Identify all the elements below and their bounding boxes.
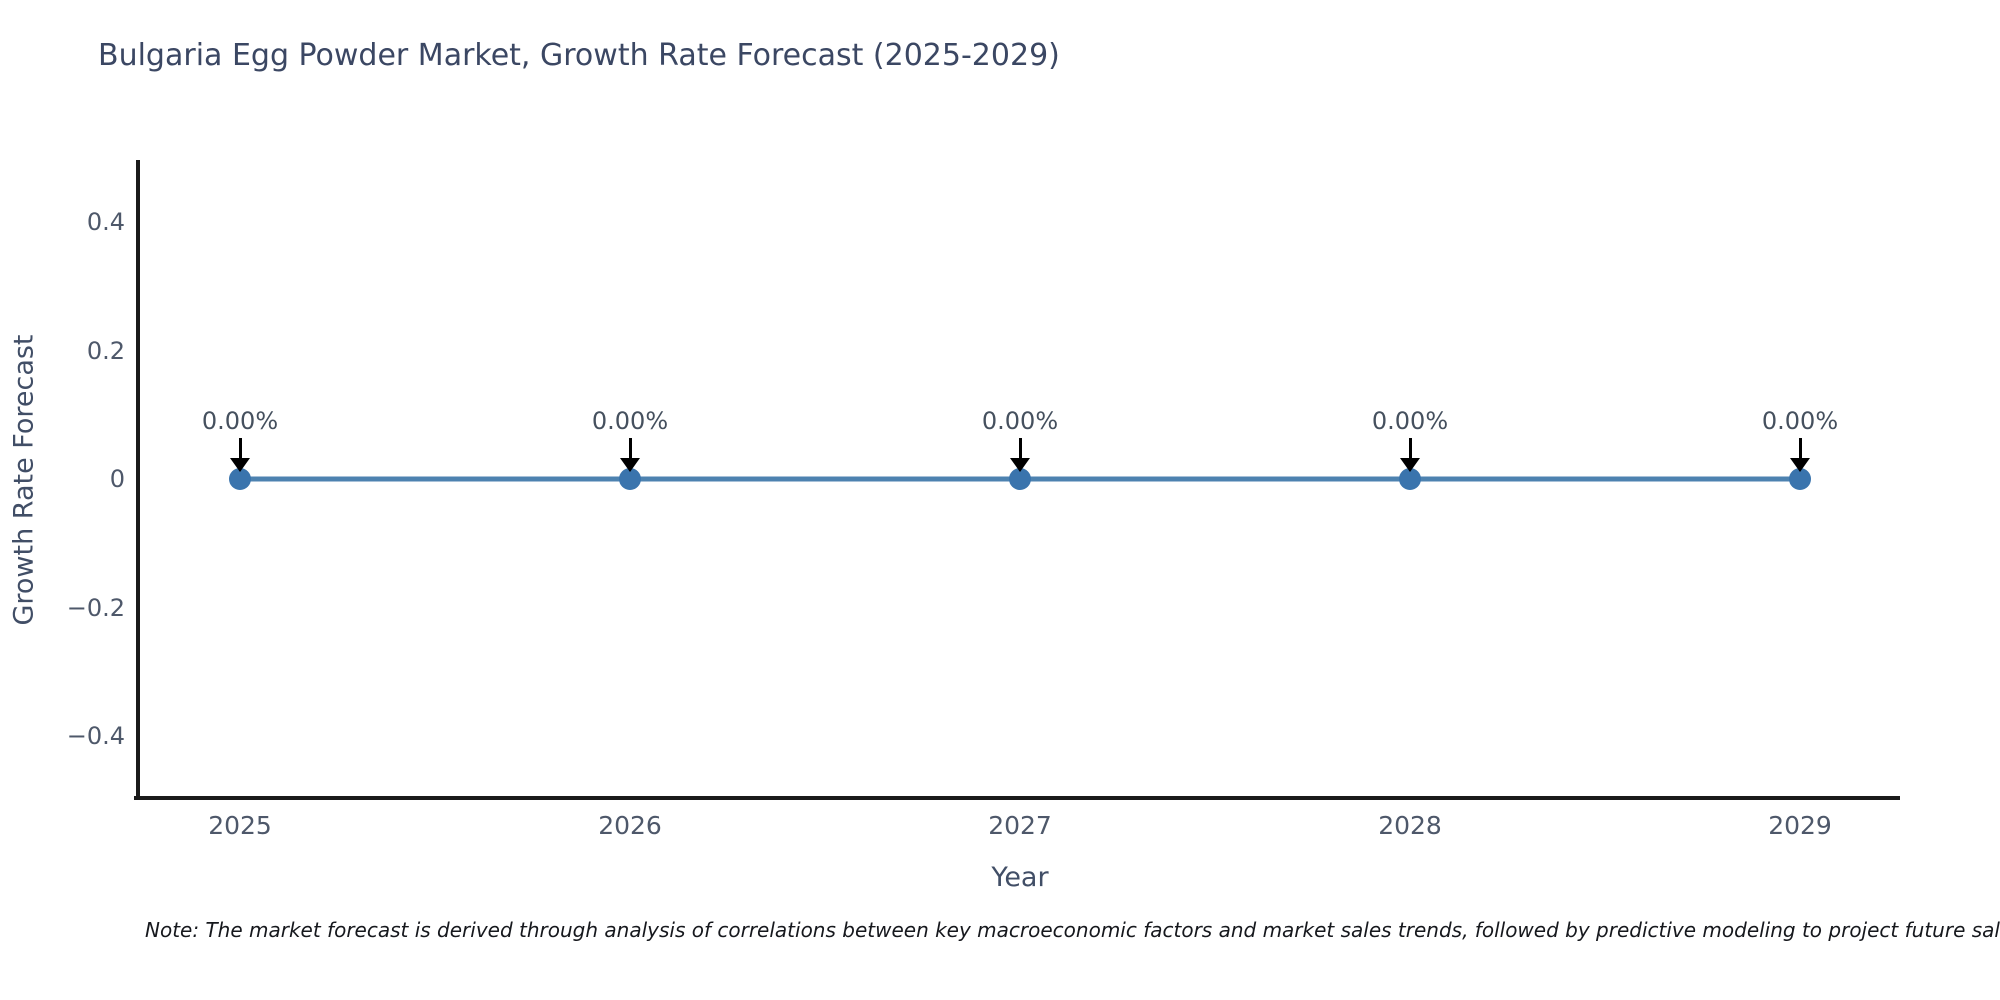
annotation-arrow-head [230, 458, 250, 472]
annotation-arrow-head [1400, 458, 1420, 472]
footnote: Note: The market forecast is derived thr… [145, 918, 2000, 942]
annotation-label: 0.00% [201, 407, 279, 435]
x-tick-label: 2025 [208, 811, 272, 840]
annotation-label: 0.00% [981, 407, 1059, 435]
y-tick-label: 0.2 [86, 336, 125, 365]
annotation-label: 0.00% [1761, 407, 1839, 435]
x-axis-title: Year [991, 862, 1049, 893]
x-axis-line [134, 796, 1900, 800]
annotation-arrow-shaft [238, 438, 242, 459]
chart-title: Bulgaria Egg Powder Market, Growth Rate … [98, 38, 1060, 73]
annotation-arrow-shaft [1408, 438, 1412, 459]
annotation-arrow-shaft [628, 438, 632, 459]
y-tick-label: −0.2 [66, 593, 125, 622]
x-tick-label: 2027 [988, 811, 1052, 840]
x-tick-label: 2029 [1768, 811, 1832, 840]
y-tick-label: −0.4 [66, 722, 125, 750]
y-axis-line [136, 160, 140, 800]
x-tick-label: 2026 [598, 811, 662, 840]
y-tick-label: 0 [109, 465, 125, 493]
y-tick-label: 0.4 [86, 208, 125, 236]
annotation-arrow-head [620, 458, 640, 472]
annotation-arrow-head [1790, 458, 1810, 472]
annotation-arrow-head [1010, 458, 1030, 472]
annotation-arrow-shaft [1798, 438, 1802, 459]
x-tick-label: 2028 [1378, 811, 1442, 840]
annotation-label: 0.00% [1371, 407, 1449, 435]
annotation-arrow-shaft [1018, 438, 1022, 459]
annotation-label: 0.00% [591, 407, 669, 435]
